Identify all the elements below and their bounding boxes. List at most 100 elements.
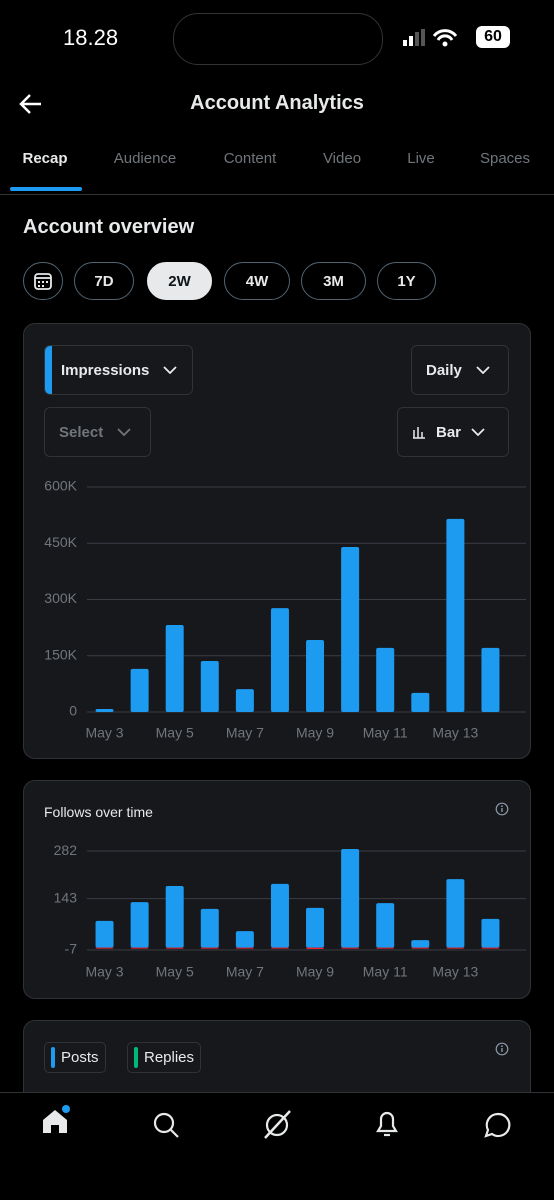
x-tick-label: May 7 xyxy=(226,725,264,741)
bar xyxy=(341,848,360,948)
tab[interactable]: Spaces xyxy=(479,150,531,167)
bar xyxy=(411,692,430,712)
legend-label: Replies xyxy=(144,1049,195,1066)
x-tick-label: May 3 xyxy=(85,964,123,980)
bar xyxy=(165,947,184,949)
info-icon[interactable] xyxy=(495,802,509,816)
bar xyxy=(165,625,184,712)
metric-label: Impressions xyxy=(61,361,150,379)
bar xyxy=(446,518,465,712)
bar xyxy=(235,947,254,949)
bar xyxy=(235,689,254,712)
divider xyxy=(0,194,554,195)
x-tick-label: May 9 xyxy=(296,725,334,741)
bar xyxy=(446,947,465,949)
bar xyxy=(306,640,325,712)
dynamic-island xyxy=(173,13,383,65)
bar xyxy=(376,647,395,712)
period-button[interactable]: 3M xyxy=(301,262,366,300)
interval-dropdown[interactable]: Daily xyxy=(411,345,509,395)
x-tick-label: May 13 xyxy=(432,725,478,741)
interval-label: Daily xyxy=(426,361,462,379)
bar xyxy=(130,668,149,712)
tab[interactable]: Live xyxy=(407,150,435,167)
y-tick-label: 600K xyxy=(44,478,77,494)
x-tick-label: May 5 xyxy=(156,964,194,980)
bar xyxy=(341,547,360,712)
follows-chart: -7 143 282 May 3 May 5 May 7 May 9 May 11 May 13 xyxy=(54,842,526,980)
messages-tab[interactable] xyxy=(484,1112,511,1138)
bar xyxy=(95,947,114,949)
grok-tab[interactable] xyxy=(264,1110,291,1139)
bar xyxy=(270,947,289,949)
bar xyxy=(200,661,219,712)
period-button[interactable]: 1Y xyxy=(377,262,436,300)
metric-dropdown[interactable]: Impressions xyxy=(44,345,193,395)
bar xyxy=(481,918,500,948)
y-tick-label: 150K xyxy=(44,646,77,662)
impressions-chart: 0 150K 300K 450K 600K May 3 May 5 May 7 May 9 May… xyxy=(44,478,526,741)
chart-style-dropdown[interactable]: Bar xyxy=(397,407,509,457)
compare-dropdown[interactable]: Select xyxy=(44,407,151,457)
bar xyxy=(376,947,395,949)
legend-chip[interactable]: Posts xyxy=(44,1042,106,1073)
y-tick-label: 300K xyxy=(44,590,77,606)
bar xyxy=(481,647,500,712)
page-title: Account Analytics xyxy=(190,92,364,114)
bar xyxy=(306,907,325,948)
tab[interactable]: Audience xyxy=(113,150,177,167)
bar xyxy=(270,608,289,712)
bar xyxy=(130,902,149,948)
y-tick-label: 143 xyxy=(54,889,78,905)
y-tick-label: 450K xyxy=(44,534,77,550)
legend-chip[interactable]: Replies xyxy=(127,1042,202,1073)
bar xyxy=(411,947,430,949)
calendar-button[interactable] xyxy=(23,262,63,300)
bar xyxy=(130,947,149,949)
bar xyxy=(95,920,114,948)
period-button[interactable]: 2W xyxy=(147,262,212,300)
bar xyxy=(235,931,254,948)
bottom-nav xyxy=(0,1092,554,1200)
x-tick-label: May 7 xyxy=(226,964,264,980)
x-tick-label: May 3 xyxy=(85,725,123,741)
x-tick-label: May 13 xyxy=(432,964,478,980)
tab[interactable]: Content xyxy=(223,150,277,167)
bar xyxy=(95,709,114,712)
bar xyxy=(165,885,184,948)
tab-indicator xyxy=(10,187,82,191)
notifications-tab[interactable] xyxy=(376,1111,398,1137)
x-tick-label: May 5 xyxy=(156,725,194,741)
search-tab[interactable] xyxy=(153,1112,179,1138)
nav-icons xyxy=(43,1105,511,1139)
compare-label: Select xyxy=(59,423,104,441)
clock: 18.28 xyxy=(63,25,119,50)
x-tick-label: May 9 xyxy=(296,964,334,980)
x-tick-label: May 11 xyxy=(363,964,408,980)
x-tick-label: May 11 xyxy=(363,725,408,741)
period-button[interactable]: 7D xyxy=(74,262,134,300)
bar xyxy=(376,903,395,948)
bar xyxy=(200,947,219,949)
tab[interactable]: Video xyxy=(322,150,362,167)
bar xyxy=(200,908,219,948)
bar xyxy=(446,879,465,948)
chart-style-label: Bar xyxy=(436,423,462,441)
bar xyxy=(411,940,430,948)
battery: 60 xyxy=(476,26,510,48)
section-title: Account overview xyxy=(23,216,195,238)
y-tick-label: 0 xyxy=(69,703,77,719)
bar xyxy=(481,947,500,949)
period-button[interactable]: 4W xyxy=(224,262,290,300)
y-tick-label: -7 xyxy=(65,941,78,957)
legend-label: Posts xyxy=(61,1049,99,1066)
bar xyxy=(341,947,360,949)
info-icon[interactable] xyxy=(495,1042,509,1056)
y-tick-label: 282 xyxy=(54,842,78,858)
status-icons xyxy=(403,29,458,47)
back-button[interactable] xyxy=(18,92,44,116)
tab[interactable]: Recap xyxy=(22,150,68,167)
chart-title: Follows over time xyxy=(44,804,153,820)
home-tab[interactable] xyxy=(43,1105,70,1133)
bar xyxy=(306,947,325,949)
